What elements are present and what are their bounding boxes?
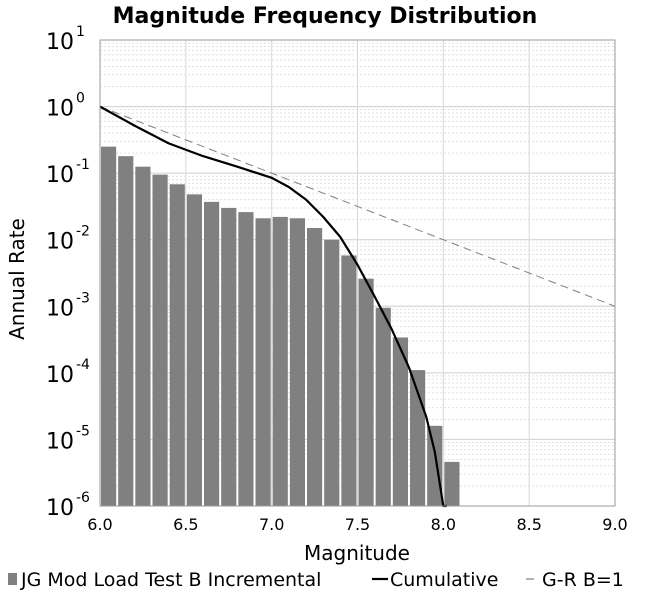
legend-label: G-R B=1 [542, 569, 624, 591]
y-tick-exponent: -5 [76, 423, 90, 439]
legend: JG Mod Load Test B Incremental Cumulative… [8, 569, 624, 591]
x-tick-label: 7.5 [345, 515, 370, 534]
y-tick-exponent: -4 [76, 357, 90, 373]
legend-item: G-R B=1 [526, 569, 624, 591]
y-tick-label: 10 [46, 163, 74, 188]
y-tick-exponent: -6 [76, 490, 90, 506]
grid [99, 40, 616, 507]
incremental-bar [392, 337, 408, 506]
y-tick-exponent: -3 [76, 290, 90, 306]
incremental-bar [169, 184, 185, 507]
x-tick-label: 8.0 [431, 515, 456, 534]
incremental-bars [101, 146, 460, 507]
plot-area: 6.0 6.5 7.0 7.5 8.0 8.5 9.010 110 010 -110 -210 -31… [46, 24, 628, 534]
y-tick-label: 10 [46, 230, 74, 255]
incremental-bar [289, 218, 305, 507]
incremental-bar [341, 255, 357, 506]
y-axis-label: Annual Rate [5, 218, 29, 340]
incremental-bar [186, 194, 202, 506]
legend-label: JG Mod Load Test B Incremental [20, 569, 321, 591]
incremental-bar [101, 146, 117, 506]
y-tick-label: 10 [46, 97, 74, 122]
legend-item: Cumulative [372, 569, 498, 591]
y-tick-exponent: -2 [76, 224, 90, 240]
incremental-bar [272, 216, 288, 507]
incremental-bar [204, 201, 220, 506]
plot-border [99, 39, 616, 507]
incremental-bar [324, 239, 340, 506]
incremental-bar [307, 227, 323, 506]
y-tick-exponent: 0 [76, 91, 85, 107]
y-tick-label: 10 [46, 296, 74, 321]
x-tick-label: 9.0 [602, 515, 627, 534]
chart-title: Magnitude Frequency Distribution [113, 4, 538, 29]
y-tick-label: 10 [46, 496, 74, 521]
gr-b1-line [99, 106, 616, 307]
incremental-bar [444, 461, 460, 506]
x-tick-label: 7.0 [259, 515, 284, 534]
y-tick-label: 10 [46, 429, 74, 454]
y-tick-exponent: -1 [76, 157, 90, 173]
incremental-bar [375, 307, 391, 506]
incremental-bar [427, 425, 443, 506]
incremental-bar [135, 166, 151, 507]
cumulative-line [99, 105, 447, 508]
incremental-bar [238, 212, 254, 506]
y-tick-label: 10 [46, 30, 74, 55]
y-tick-exponent: 1 [76, 24, 85, 40]
x-tick-label: 6.5 [173, 515, 198, 534]
legend-item: JG Mod Load Test B Incremental [8, 569, 321, 591]
incremental-bar [358, 278, 374, 506]
x-tick-label: 6.0 [87, 515, 112, 534]
incremental-bar [221, 207, 237, 506]
incremental-bar [118, 156, 134, 507]
legend-label: Cumulative [390, 569, 498, 591]
incremental-bar [152, 174, 168, 506]
incremental-bar [255, 218, 271, 507]
legend-swatch-bar [8, 573, 17, 585]
y-tick-label: 10 [46, 363, 74, 388]
x-axis-label: Magnitude [304, 541, 410, 565]
x-tick-label: 8.5 [516, 515, 541, 534]
